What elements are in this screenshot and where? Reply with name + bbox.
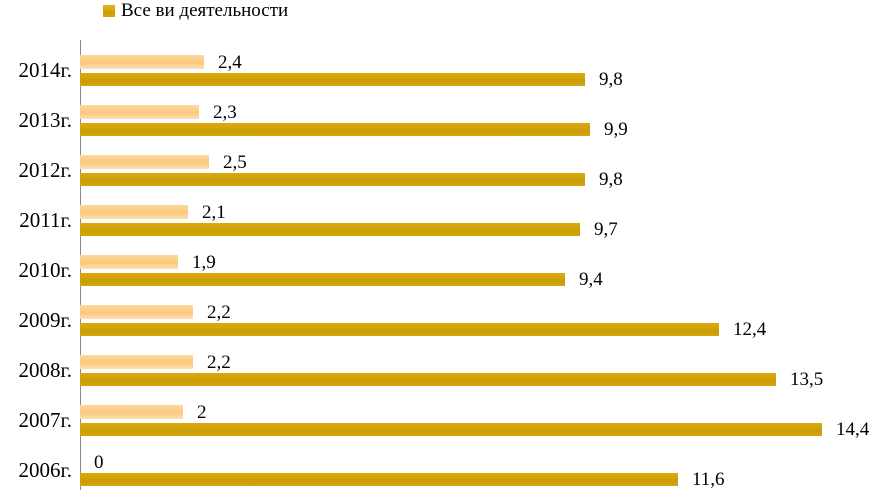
dark-bar-line: 9,8 bbox=[80, 69, 874, 90]
dark-value-label: 11,6 bbox=[692, 469, 725, 490]
light-bar-line: 2,5 bbox=[80, 151, 874, 173]
dark-bar-line: 13,5 bbox=[80, 369, 874, 390]
dark-bar-line: 9,9 bbox=[80, 119, 874, 140]
light-series-bar bbox=[80, 105, 199, 119]
bar-group: 0 11,6 bbox=[80, 440, 874, 490]
light-bar-line: 2,4 bbox=[80, 51, 874, 73]
category-row: 2013г. 2,3 9,9 bbox=[0, 90, 874, 140]
light-bar-line: 2,2 bbox=[80, 351, 874, 373]
dark-bar-line: 9,7 bbox=[80, 219, 874, 240]
dark-series-bar bbox=[80, 373, 776, 386]
dark-bar-line: 11,6 bbox=[80, 469, 874, 490]
bar-group: 1,9 9,4 bbox=[80, 240, 874, 290]
category-row: 2012г. 2,5 9,8 bbox=[0, 140, 874, 190]
light-value-label: 2,2 bbox=[207, 351, 231, 373]
category-row: 2014г. 2,4 9,8 bbox=[0, 40, 874, 90]
bar-group: 2,2 12,4 bbox=[80, 290, 874, 340]
light-bar-line: 2,3 bbox=[80, 101, 874, 123]
dark-bar-line: 14,4 bbox=[80, 419, 874, 440]
dark-value-label: 9,8 bbox=[599, 69, 623, 90]
dark-bar-line: 9,4 bbox=[80, 269, 874, 290]
light-series-bar bbox=[80, 205, 188, 219]
dark-value-label: 9,7 bbox=[594, 219, 618, 240]
dark-value-label: 12,4 bbox=[733, 319, 767, 340]
category-row: 2007г. 2 14,4 bbox=[0, 390, 874, 440]
dark-series-bar bbox=[80, 173, 585, 186]
legend-swatch-icon bbox=[103, 5, 115, 17]
light-value-label: 0 bbox=[94, 451, 104, 473]
light-value-label: 2,5 bbox=[223, 151, 247, 173]
dark-value-label: 13,5 bbox=[790, 369, 824, 390]
dark-value-label: 14,4 bbox=[836, 419, 870, 440]
dark-value-label: 9,9 bbox=[604, 119, 628, 140]
category-label: 2009г. bbox=[18, 307, 73, 332]
light-value-label: 2,1 bbox=[202, 201, 226, 223]
dark-value-label: 9,4 bbox=[579, 269, 603, 290]
category-row: 2011г. 2,1 9,7 bbox=[0, 190, 874, 240]
dark-bar-line: 9,8 bbox=[80, 169, 874, 190]
category-row: 2008г. 2,2 13,5 bbox=[0, 340, 874, 390]
category-label: 2006г. bbox=[18, 457, 73, 482]
dark-series-bar bbox=[80, 423, 822, 436]
light-value-label: 1,9 bbox=[192, 251, 216, 273]
category-label: 2011г. bbox=[19, 207, 72, 232]
bar-group: 2 14,4 bbox=[80, 390, 874, 440]
light-series-bar bbox=[80, 55, 204, 69]
dark-series-bar bbox=[80, 223, 580, 236]
light-series-bar bbox=[80, 405, 183, 419]
category-row: 2010г. 1,9 9,4 bbox=[0, 240, 874, 290]
bar-group: 2,2 13,5 bbox=[80, 340, 874, 390]
legend-label: Все ви деятельности bbox=[121, 0, 289, 21]
dark-series-bar bbox=[80, 323, 719, 336]
light-bar-line: 2 bbox=[80, 401, 874, 423]
light-series-bar bbox=[80, 305, 193, 319]
category-label: 2007г. bbox=[18, 407, 73, 432]
category-label: 2008г. bbox=[18, 357, 73, 382]
bar-group: 2,5 9,8 bbox=[80, 140, 874, 190]
category-label: 2014г. bbox=[18, 57, 73, 82]
dark-series-bar bbox=[80, 273, 565, 286]
light-bar-line: 1,9 bbox=[80, 251, 874, 273]
light-value-label: 2,4 bbox=[218, 51, 242, 73]
category-label: 2010г. bbox=[18, 257, 73, 282]
light-value-label: 2 bbox=[197, 401, 207, 423]
bar-group: 2,3 9,9 bbox=[80, 90, 874, 140]
dark-value-label: 9,8 bbox=[599, 169, 623, 190]
light-bar-line: 2,1 bbox=[80, 201, 874, 223]
category-label: 2013г. bbox=[18, 107, 73, 132]
light-bar-line: 2,2 bbox=[80, 301, 874, 323]
category-row: 2006г. 0 11,6 bbox=[0, 440, 874, 490]
dark-series-bar bbox=[80, 73, 585, 86]
dark-series-bar bbox=[80, 473, 678, 486]
light-series-bar bbox=[80, 355, 193, 369]
light-series-bar bbox=[80, 255, 178, 269]
light-bar-line: 0 bbox=[80, 451, 874, 473]
dark-bar-line: 12,4 bbox=[80, 319, 874, 340]
light-value-label: 2,2 bbox=[207, 301, 231, 323]
category-rows: 2014г. 2,4 9,8 2013г. 2,3 9,9 2012г. 2,5 9,8 2011… bbox=[0, 40, 874, 490]
light-series-bar bbox=[80, 155, 209, 169]
light-value-label: 2,3 bbox=[213, 101, 237, 123]
chart-legend: Все ви деятельности bbox=[103, 1, 288, 21]
bar-group: 2,4 9,8 bbox=[80, 40, 874, 90]
category-label: 2012г. bbox=[18, 157, 73, 182]
category-row: 2009г. 2,2 12,4 bbox=[0, 290, 874, 340]
plot-area: 2014г. 2,4 9,8 2013г. 2,3 9,9 2012г. 2,5 9,8 2011… bbox=[0, 40, 874, 490]
bar-group: 2,1 9,7 bbox=[80, 190, 874, 240]
dark-series-bar bbox=[80, 123, 590, 136]
